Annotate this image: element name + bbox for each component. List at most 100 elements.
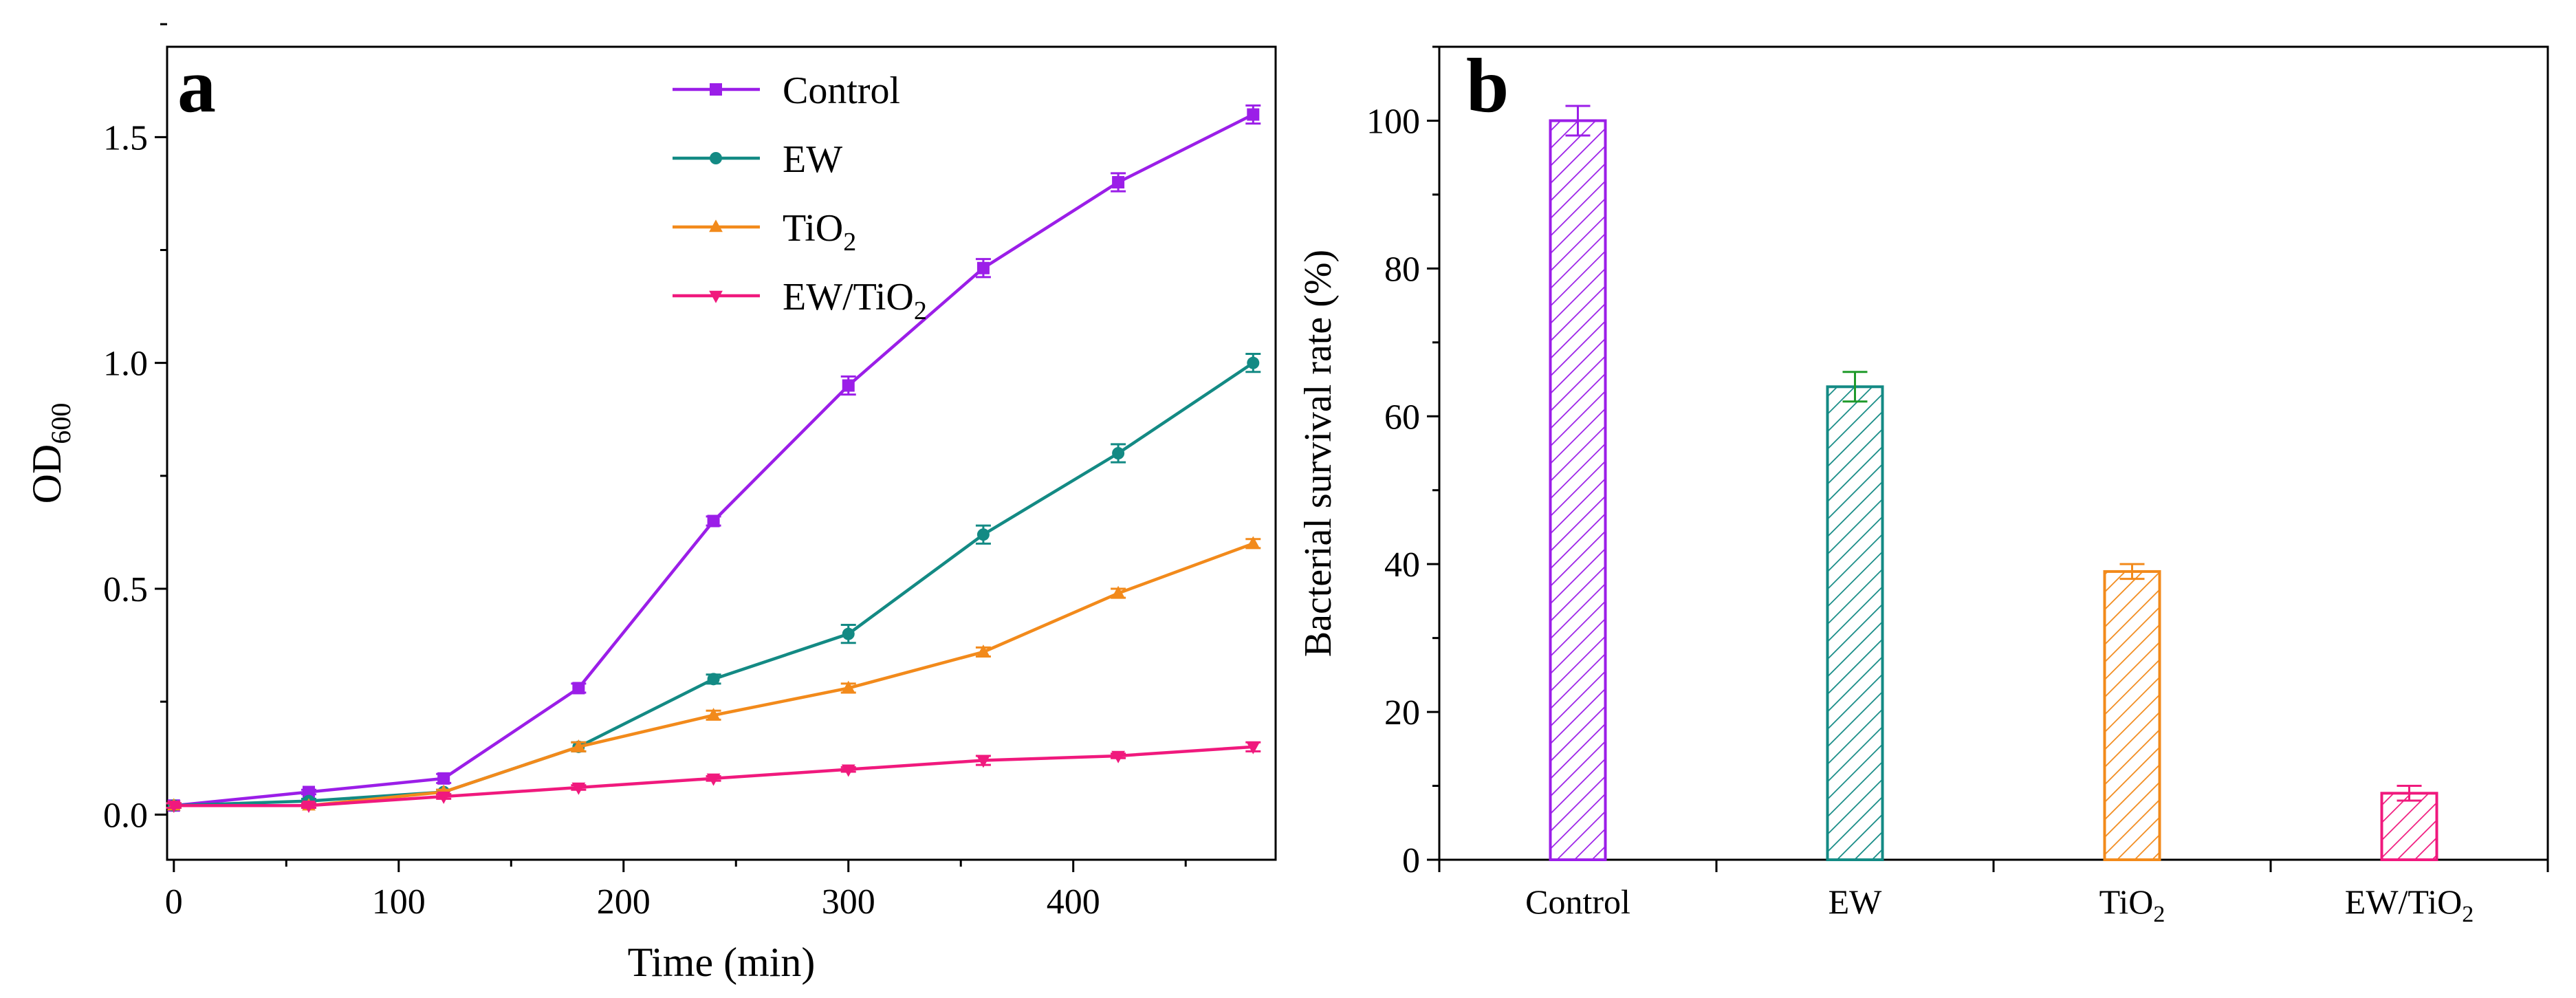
data-point xyxy=(976,261,990,274)
series-layer xyxy=(166,104,1261,813)
y-tick-label: 40 xyxy=(1384,545,1420,585)
y-tick-label: 0.5 xyxy=(103,570,148,609)
data-point xyxy=(976,644,990,658)
bar xyxy=(1826,385,1884,861)
plot-frame xyxy=(166,45,1277,861)
x-category-label: EW xyxy=(1829,882,1883,921)
y-tick-label: 20 xyxy=(1384,693,1420,733)
legend-label-main: Control xyxy=(783,69,900,112)
category-label-main: Control xyxy=(1525,882,1630,921)
series-line xyxy=(173,113,1254,807)
y-axis-title: OD600 xyxy=(24,403,76,504)
category-label-subscript: 2 xyxy=(2462,902,2474,927)
data-point xyxy=(302,801,316,813)
bar xyxy=(2380,792,2438,861)
legend-label: TiO2 xyxy=(783,207,856,257)
legend-label-main: EW xyxy=(783,138,842,181)
legend-marker xyxy=(710,83,722,96)
data-point xyxy=(1247,108,1260,121)
data-point xyxy=(976,528,990,541)
y-axis-title-main: OD xyxy=(24,444,69,504)
legend-item: Control xyxy=(673,69,900,112)
data-point xyxy=(707,673,720,686)
series-ew xyxy=(166,353,1261,812)
series-ew-tio2 xyxy=(166,741,1261,813)
bar-chart-panel: b 0 20 40 60 80 100 Bacterial survival rate (… xyxy=(1297,43,2549,927)
category-label-main: EW xyxy=(1829,882,1883,921)
y-axis-title: Bacterial survival rate (%) xyxy=(1297,250,1340,657)
legend-item: TiO2 xyxy=(673,207,856,257)
x-category-label: TiO2 xyxy=(2099,882,2165,927)
legend-item: EW/TiO2 xyxy=(673,276,927,325)
legend-label-subscript: 2 xyxy=(914,296,927,325)
data-point xyxy=(1246,536,1260,549)
x-tick-label: 400 xyxy=(1047,882,1100,922)
bar-group-control: Control xyxy=(1525,105,1630,921)
series-control xyxy=(166,104,1261,812)
data-point xyxy=(302,785,315,799)
legend-item: EW xyxy=(673,138,842,181)
category-label-main: EW/TiO xyxy=(2345,882,2462,921)
bars-layer: Control EW TiO2 EW/TiO2 xyxy=(1525,105,2474,927)
data-point xyxy=(1111,585,1126,598)
series-line xyxy=(173,361,1254,807)
x-axis-ticks: 0 100 200 300 400 xyxy=(165,860,1187,922)
data-point xyxy=(976,755,990,768)
category-label-subscript: 2 xyxy=(2153,902,2165,927)
legend-label-main: EW/TiO xyxy=(783,276,914,318)
data-point xyxy=(1247,356,1260,369)
legend-label: EW xyxy=(783,138,842,181)
data-point xyxy=(1112,176,1125,188)
x-tick-label: 300 xyxy=(822,882,875,922)
x-tick-label: 200 xyxy=(597,882,651,922)
x-tick-label: 100 xyxy=(372,882,426,922)
bar-group-tio2: TiO2 xyxy=(2099,563,2165,927)
bar-group-ew-tio2: EW/TiO2 xyxy=(2345,785,2474,927)
line-chart-panel: a 0 100 200 300 400 0.00.51.01.5 Time (min) … xyxy=(24,23,1277,985)
data-point xyxy=(166,801,181,813)
x-axis-title: Time (min) xyxy=(628,940,816,985)
y-axis-ticks: 0 20 40 60 80 100 xyxy=(1366,45,1439,880)
legend-label-subscript: 2 xyxy=(843,228,856,257)
y-tick-label: 80 xyxy=(1384,250,1420,289)
data-point xyxy=(842,627,855,640)
data-point xyxy=(437,772,450,785)
data-point xyxy=(707,514,720,528)
y-tick-label: 100 xyxy=(1366,102,1420,141)
data-point xyxy=(437,791,451,804)
x-category-label: EW/TiO2 xyxy=(2345,882,2474,927)
x-axis-ticks xyxy=(1438,860,2549,872)
y-axis-title-subscript: 600 xyxy=(45,403,76,444)
legend-marker xyxy=(710,152,722,164)
data-point xyxy=(841,680,855,693)
data-point xyxy=(1246,741,1260,755)
legend-label: EW/TiO2 xyxy=(783,276,927,325)
bar xyxy=(1549,119,1607,861)
data-point xyxy=(571,782,586,795)
data-point xyxy=(842,379,855,392)
data-point xyxy=(1111,750,1126,763)
y-tick-label: 0.0 xyxy=(103,796,148,835)
legend-label: Control xyxy=(783,69,900,112)
x-tick-label: 0 xyxy=(165,882,183,922)
y-axis-ticks: 0.0 0.5 1.0 1.5 xyxy=(103,23,167,835)
legend-label-main: TiO xyxy=(783,207,843,250)
data-point xyxy=(841,764,855,777)
bar xyxy=(2103,569,2161,861)
bar-group-ew: EW xyxy=(1826,371,1884,921)
legend-marker xyxy=(709,219,723,232)
panel-label-b: b xyxy=(1466,43,1509,129)
x-category-label: Control xyxy=(1525,882,1630,921)
y-tick-label: 60 xyxy=(1384,398,1420,437)
data-point xyxy=(1112,447,1125,459)
y-tick-label: 0 xyxy=(1402,841,1420,880)
data-point xyxy=(571,739,586,752)
data-point xyxy=(706,708,721,721)
panel-label-a: a xyxy=(177,43,216,129)
data-point xyxy=(706,773,721,786)
category-label-main: TiO xyxy=(2099,882,2154,921)
data-point xyxy=(572,682,585,695)
y-tick-label: 1.0 xyxy=(103,345,148,384)
